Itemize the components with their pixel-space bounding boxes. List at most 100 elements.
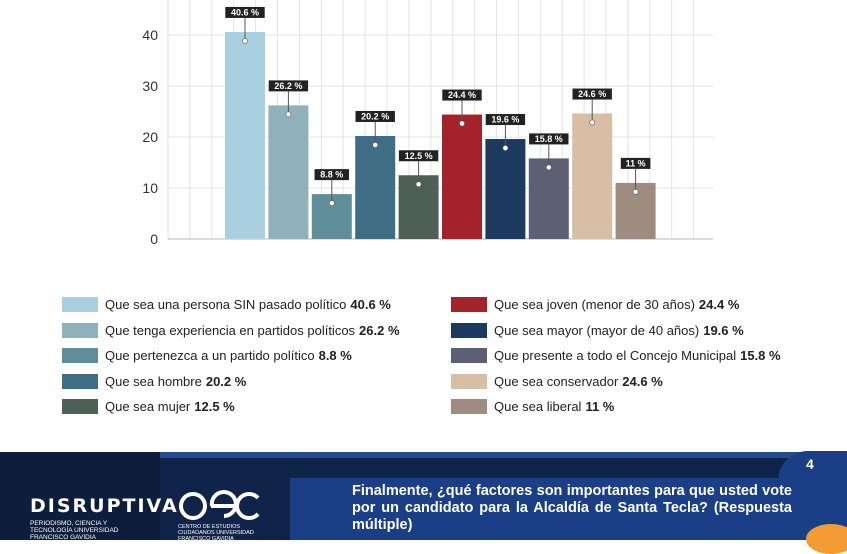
- disruptiva-logo: DISRUPTIVA: [30, 495, 179, 517]
- legend-item: Que sea hombre 20.2 %: [62, 369, 400, 395]
- label-dot: [545, 164, 552, 171]
- data-label-box: [398, 150, 439, 162]
- label-dot: [459, 120, 465, 127]
- legend-value: 24.6 %: [622, 373, 663, 389]
- legend-item: Que sea una persona SIN pasado político …: [62, 292, 400, 318]
- data-labels: 40.6 % 26.2 % 8.8 % 20.2 % 12.5 % 24.4 % 19.6 …: [225, 6, 651, 207]
- disruptiva-logo-subtitle: PERIODISMO, CIENCIA Y TECNOLOGÍA UNIVERS…: [30, 520, 119, 540]
- data-label: 15.8 %: [535, 134, 563, 144]
- label-dot: [502, 145, 509, 151]
- legend-swatch: [62, 322, 98, 338]
- legend-value: 15.8 %: [740, 348, 781, 364]
- legend-text: Que sea hombre: [105, 373, 202, 389]
- data-label: 40.6 %: [231, 7, 259, 17]
- data-label: 24.6 %: [578, 89, 606, 99]
- y-tick-label: 20: [142, 129, 158, 145]
- y-axis: 0 10 20 30 40: [142, 27, 158, 247]
- data-label: 11 %: [626, 158, 646, 168]
- bar: [572, 113, 613, 239]
- y-tick-label: 10: [142, 180, 158, 196]
- legend-value: 8.8 %: [318, 348, 352, 364]
- legend-text: Que pertenezca a un partido político: [105, 348, 315, 364]
- footer-left-band: [0, 452, 160, 540]
- accent-circle: [806, 524, 847, 554]
- legend-column-left: Que sea una persona SIN pasado político …: [62, 292, 400, 420]
- question-text: Finalmente, ¿qué factores son importante…: [352, 483, 792, 533]
- legend-item: Que sea mayor (mayor de 40 años) 19.6 %: [451, 318, 781, 344]
- legend: Que sea una persona SIN pasado político …: [62, 292, 802, 417]
- legend-swatch: [451, 297, 487, 313]
- legend-swatch: [62, 373, 98, 389]
- legend-value: 19.6 %: [703, 322, 744, 338]
- page-number: 4: [806, 456, 814, 472]
- data-label-box: [572, 88, 612, 100]
- legend-value: 12.5 %: [194, 399, 235, 415]
- data-label: 20.2 %: [361, 111, 389, 121]
- legend-value: 24.4 %: [698, 297, 740, 313]
- data-label-box: [529, 133, 569, 145]
- bars: [225, 31, 656, 239]
- legend-text: Que sea una persona SIN pasado político: [105, 297, 347, 313]
- bar: [442, 114, 482, 239]
- footer-question-panel: [290, 478, 847, 540]
- legend-column-right: Que sea joven (menor de 30 años) 24.4 % …: [451, 292, 781, 420]
- legend-text: Que sea joven (menor de 30 años): [494, 297, 695, 313]
- legend-swatch: [62, 348, 98, 364]
- legend-item: Que sea mujer 12.5 %: [62, 394, 400, 420]
- page-number-badge: [778, 451, 847, 481]
- bar: [528, 158, 569, 239]
- legend-text: Que sea mayor (mayor de 40 años): [494, 322, 700, 338]
- legend-value: 40.6 %: [350, 297, 391, 313]
- label-dot: [415, 181, 422, 188]
- legend-swatch: [62, 399, 98, 415]
- data-label: 8.8 %: [320, 170, 343, 180]
- footer-top-stripe: [0, 452, 847, 458]
- data-label: 12.5 %: [405, 151, 433, 161]
- legend-text: Que sea conservador: [494, 373, 619, 389]
- data-label-box: [620, 157, 651, 169]
- data-label-box: [442, 89, 482, 101]
- y-tick-label: 30: [142, 78, 158, 94]
- legend-text: Que tenga experiencia en partidos políti…: [105, 322, 356, 338]
- label-dot: [285, 111, 292, 118]
- aec-logo: [179, 490, 260, 520]
- bar: [485, 139, 526, 239]
- label-dot: [589, 119, 596, 126]
- bar: [225, 31, 265, 239]
- legend-swatch: [62, 297, 98, 313]
- legend-text: Que sea mujer: [105, 399, 191, 415]
- legend-swatch: [451, 399, 487, 415]
- footer: DISRUPTIVA PERIODISMO, CIENCIA Y TECNOLO…: [0, 452, 847, 540]
- data-label: 19.6 %: [491, 115, 519, 125]
- data-label-box: [485, 114, 526, 126]
- legend-item: Que sea joven (menor de 30 años) 24.4 %: [451, 292, 781, 318]
- data-label: 26.2 %: [274, 81, 302, 91]
- data-label: 24.4 %: [448, 90, 476, 100]
- legend-value: 11 %: [585, 399, 615, 415]
- legend-text: Que presente a todo el Concejo Municipal: [494, 348, 737, 364]
- bar: [355, 135, 396, 239]
- legend-item: Que pertenezca a un partido político 8.8…: [62, 343, 400, 369]
- aec-logo-subtitle: CENTRO DE ESTUDIOS CIUDADANOS UNIVERSIDA…: [178, 524, 254, 540]
- legend-swatch: [451, 348, 487, 364]
- y-tick-label: 0: [150, 231, 158, 247]
- data-label-box: [268, 80, 309, 92]
- y-tick-label: 40: [142, 27, 158, 43]
- label-dot: [328, 200, 335, 207]
- label-dot: [372, 142, 379, 148]
- legend-text: Que sea liberal: [494, 399, 582, 415]
- legend-value: 26.2 %: [359, 322, 400, 338]
- data-label-box: [225, 6, 265, 18]
- legend-item: Que sea liberal 11 %: [451, 394, 781, 420]
- legend-value: 20.2 %: [205, 373, 247, 389]
- data-label-box: [355, 110, 395, 122]
- label-dot: [242, 38, 248, 44]
- legend-swatch: [451, 373, 487, 389]
- bar-chart: 0 10 20 30 40 40.6 % 26.2 % 8.8 % 20.2 % 12.5 % 2…: [142, 0, 713, 247]
- legend-swatch: [451, 322, 487, 338]
- bar: [268, 105, 309, 239]
- legend-item: Que tenga experiencia en partidos políti…: [62, 318, 400, 344]
- legend-item: Que sea conservador 24.6 %: [451, 369, 781, 395]
- label-dot: [632, 188, 639, 195]
- legend-item: Que presente a todo el Concejo Municipal…: [451, 343, 781, 369]
